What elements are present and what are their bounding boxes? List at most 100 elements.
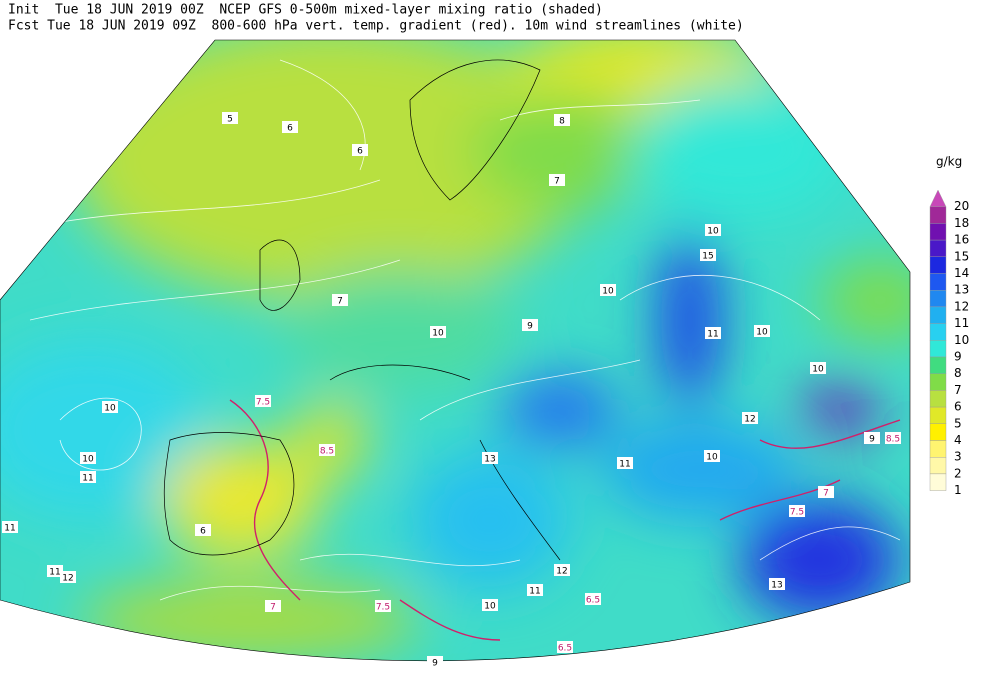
colorbar-box [929,239,947,258]
map-label: 7 [549,174,565,187]
map-label: 10 [810,362,826,375]
map-label-text: 10 [602,287,614,297]
map-label: 8 [554,114,570,127]
map-label: 15 [700,249,716,262]
map-label-text: 12 [62,574,73,584]
header-line: Init Tue 18 JUN 2019 00Z NCEP GFS 0-500m… [8,3,603,18]
colorbar-box [929,457,947,475]
map-label-text: 7.5 [790,508,804,518]
map-label: 11 [617,457,633,470]
map-label-box [600,284,616,296]
map-label: 10 [102,401,118,414]
map-label-text: 11 [4,524,15,534]
map-label-text: 8 [559,117,565,127]
map-label-box [585,593,601,605]
map-label-text: 10 [104,404,116,414]
colorbar-label: 6 [954,400,962,414]
map-label-text: 6 [287,124,293,134]
map-label-text: 11 [82,474,93,484]
map-label-text: 6.5 [586,596,600,606]
map-label-box [704,450,720,462]
map-label-box [864,432,880,444]
colorbar-label: 1 [954,483,962,497]
map-label: 10 [482,599,498,612]
map-label: 11 [80,471,96,484]
colorbar-box [929,440,947,458]
map-label-text: 11 [619,460,630,470]
colorbar-label: 9 [954,350,962,364]
map-label-box [754,325,770,337]
map-label: 6.5 [557,641,573,654]
map-label: 7 [332,294,348,307]
map-label: 7.5 [375,600,391,613]
map-frame [0,39,911,662]
map-label-text: 8.5 [320,447,334,457]
map-label-text: 10 [812,365,824,375]
map-label-box [102,401,118,413]
map-label-text: 13 [771,581,782,591]
map-label-text: 15 [702,252,713,262]
colorbar-label: 7 [954,383,962,397]
map-label-text: 11 [49,568,60,578]
map-label: 8.5 [885,432,901,445]
colorbar-label: 12 [954,299,969,313]
map-label-text: 10 [706,453,718,463]
map-label-text: 6.5 [558,644,572,654]
map-label-box [522,319,538,331]
map-label-text: 12 [556,567,567,577]
map-label-box [557,641,573,653]
map-label-text: 11 [707,330,718,340]
map-label-text: 13 [484,455,495,465]
colorbar-label: 2 [954,466,962,480]
streamlines [19,59,901,601]
map-label-text: 12 [744,415,755,425]
map-label-text: 9 [432,659,438,669]
map-label: 11 [527,584,543,597]
colorbar-triangle [929,189,947,207]
map-label-text: 7 [270,603,276,613]
map-label-text: 6 [200,527,206,537]
map-label: 5 [222,112,238,125]
colorbar-unit: g/kg [936,155,962,169]
map-label-box [554,114,570,126]
map-label: 12 [742,412,758,425]
map-label-text: 7.5 [376,603,390,613]
map-label-box [80,452,96,464]
colorbar-label: 18 [954,216,969,230]
map-label: 9 [427,656,443,669]
map-label-box [769,578,785,590]
map-label-text: 6 [357,147,363,157]
colorbar-box [929,356,947,374]
colorbar-box [929,390,947,408]
map-label: 12 [60,571,76,584]
map-label-box [705,327,721,339]
map-label-box [319,444,335,456]
map-label: 6 [282,121,298,134]
map-label-text: 10 [707,227,719,237]
map-label: 6.5 [585,593,601,606]
map-label: 7.5 [255,395,271,408]
colorbar-label: 13 [954,283,969,297]
map-label-text: 8.5 [886,435,900,445]
map-label-box [549,174,565,186]
colorbar-box [929,373,947,391]
map-label-box [427,656,443,668]
temp-gradient-contours [229,399,901,641]
map-label: 6 [352,144,368,157]
map-label-box [265,600,281,612]
map-label: 7 [265,600,281,613]
header-line: Fcst Tue 18 JUN 2019 09Z 800-600 hPa ver… [8,19,744,34]
map-label-text: 7 [554,177,560,187]
colorbar-label: 16 [954,233,969,247]
map-label-box [60,571,76,583]
map-label-box [375,600,391,612]
map-label-box [885,432,901,444]
colorbar-box [929,406,947,425]
map-label-box [482,452,498,464]
map-label-box [700,249,716,261]
colorbar-label: 10 [954,333,969,347]
